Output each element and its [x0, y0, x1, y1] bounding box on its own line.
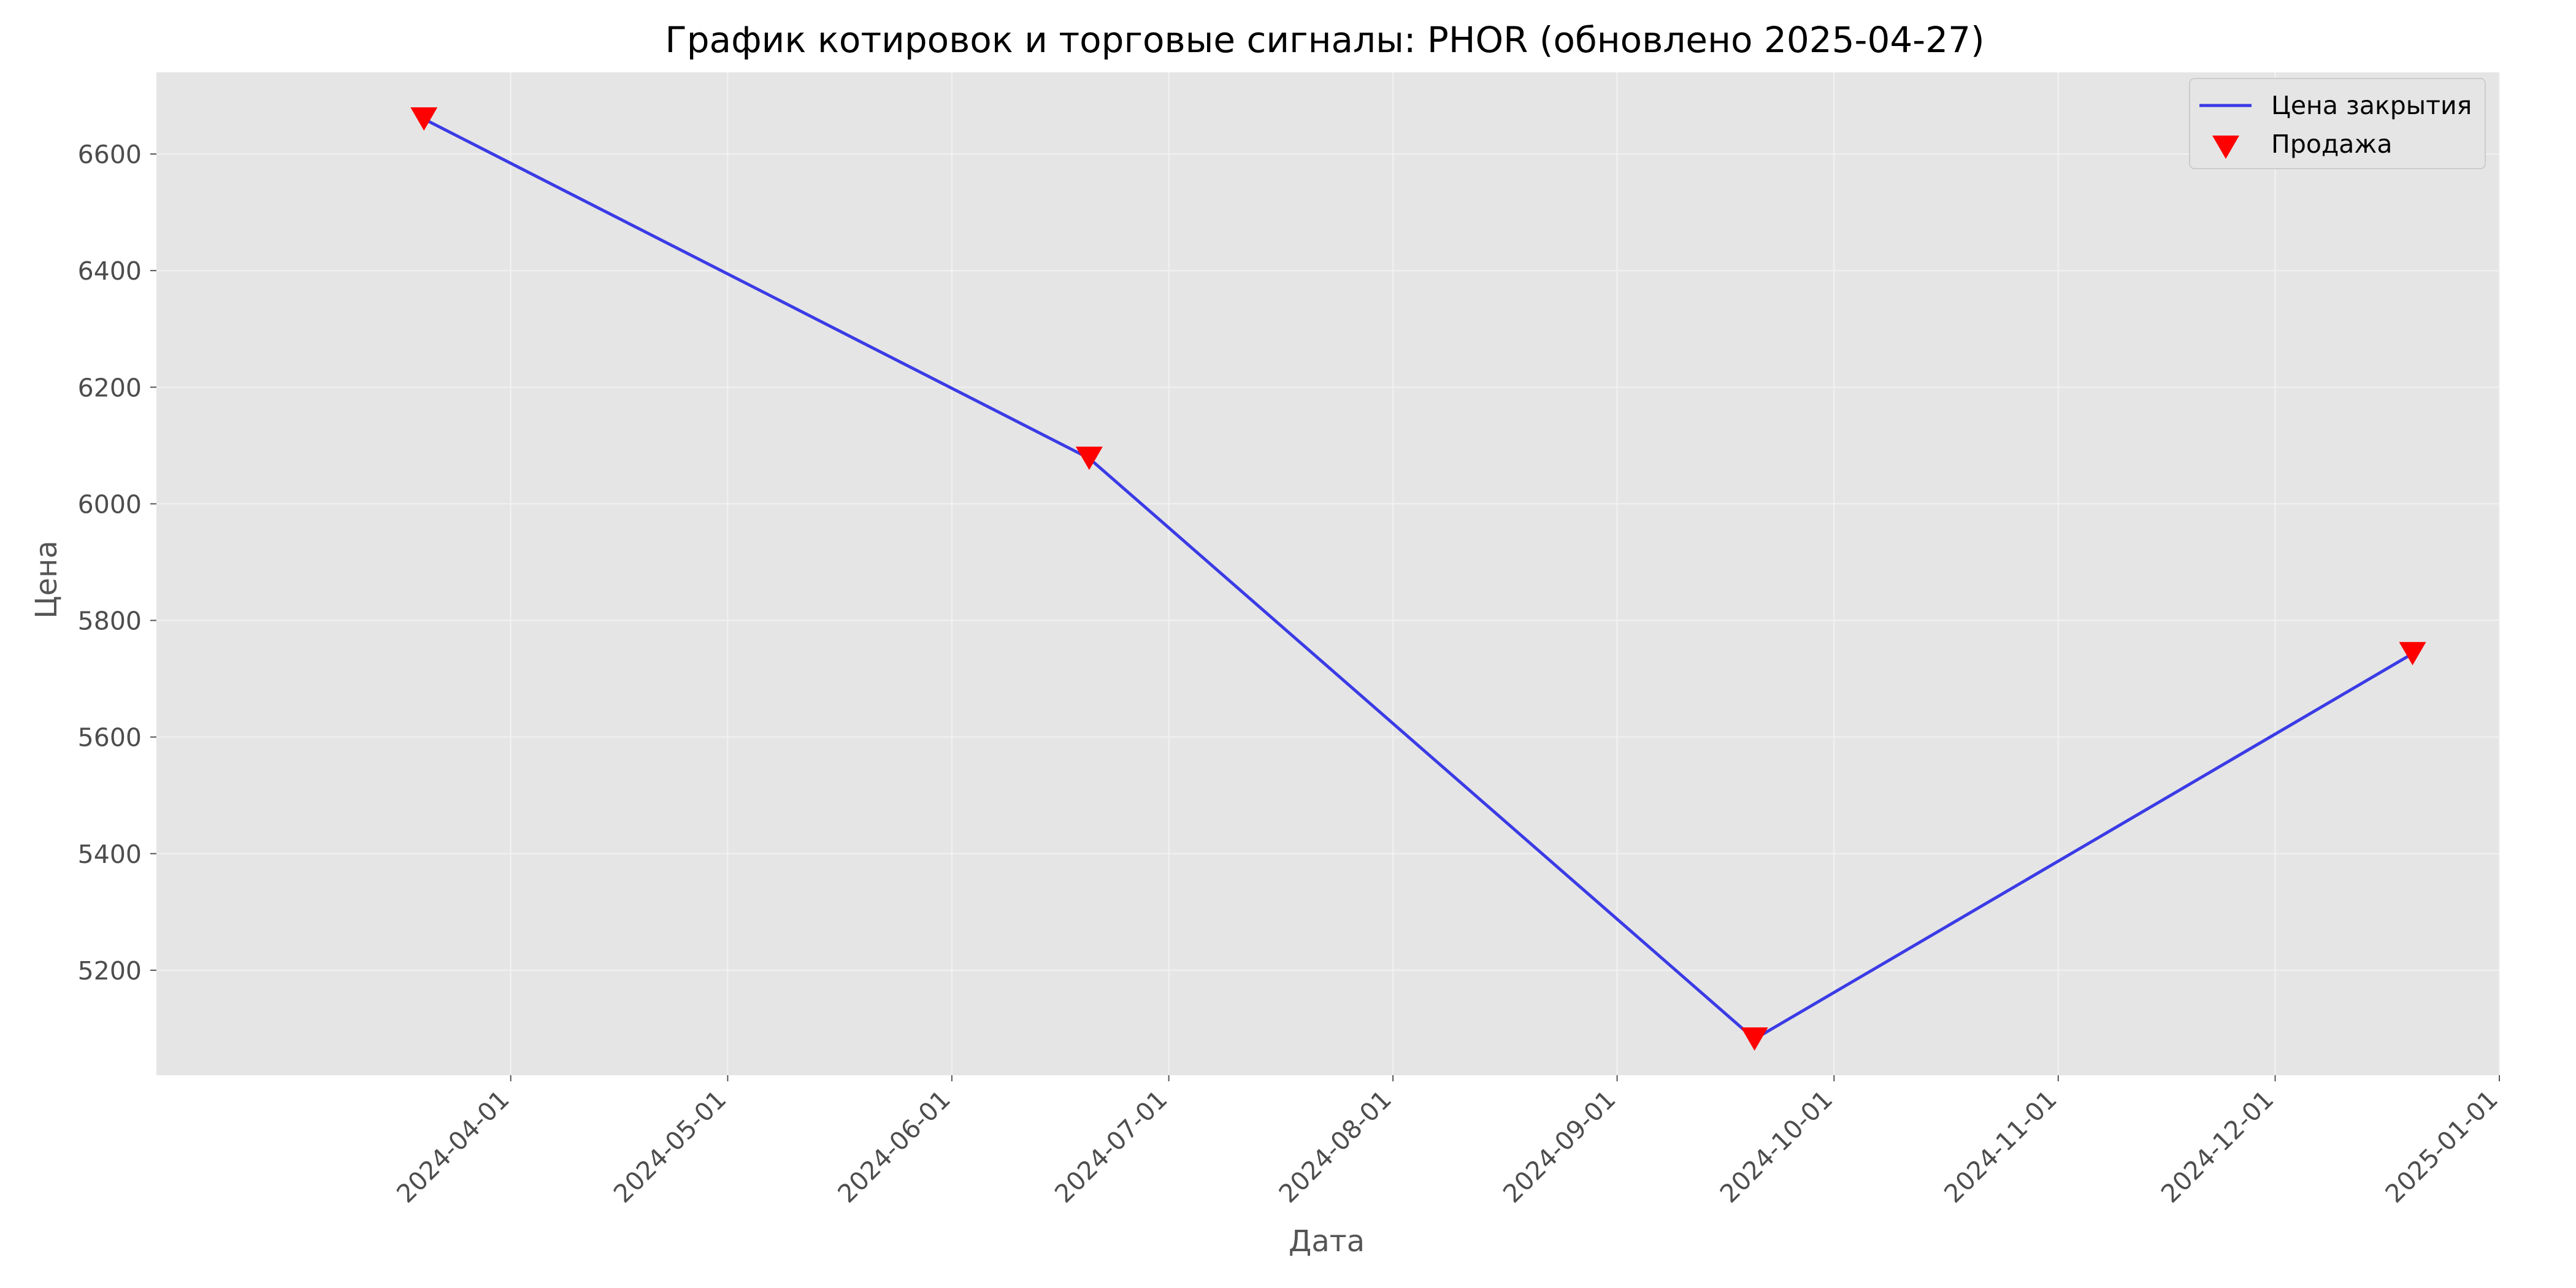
x-tick-label: 2024-10-01 — [1714, 1084, 1838, 1208]
y-tick-label: 6400 — [78, 256, 142, 286]
x-tick-label: 2024-09-01 — [1497, 1084, 1621, 1208]
sell-marker — [410, 107, 438, 131]
y-tick-label: 6600 — [78, 140, 142, 169]
x-tick-label: 2024-04-01 — [391, 1084, 515, 1208]
x-tick-label: 2024-07-01 — [1049, 1084, 1173, 1208]
legend-box — [2189, 78, 2486, 169]
x-tick-label: 2025-01-01 — [2380, 1084, 2504, 1208]
y-axis-label: Цена — [29, 540, 64, 619]
legend-marker-swatch — [2212, 136, 2239, 159]
x-tick-label: 2024-12-01 — [2155, 1084, 2279, 1208]
x-tick-label: 2024-05-01 — [608, 1084, 732, 1208]
legend: Цена закрытия Продажа — [2189, 78, 2486, 169]
grid — [156, 72, 2500, 1075]
y-tick-label: 6000 — [78, 489, 142, 519]
x-tick-label: 2024-11-01 — [1938, 1084, 2062, 1208]
y-tick-label: 5200 — [78, 956, 142, 986]
x-axis-label: Дата — [1289, 1224, 1365, 1259]
legend-label-close: Цена закрытия — [2271, 91, 2472, 120]
close-price-line — [423, 117, 2413, 1041]
plot-area — [156, 72, 2499, 1075]
legend-label-sell: Продажа — [2271, 129, 2392, 159]
x-tick-label: 2024-08-01 — [1273, 1084, 1397, 1208]
y-tick-label: 5600 — [78, 723, 142, 753]
sell-marker — [1741, 1027, 1768, 1051]
sell-marker — [2399, 642, 2426, 665]
series-layer — [410, 107, 2426, 1051]
y-tick-label: 6200 — [78, 373, 142, 402]
sell-marker — [1075, 447, 1103, 470]
y-axis: 5200 5400 5600 5800 6000 6200 6400 6600 — [78, 140, 156, 986]
y-tick-label: 5400 — [78, 840, 142, 869]
x-axis: 2024-04-01 2024-05-01 2024-06-01 2024-07-01… — [391, 1075, 2504, 1209]
chart-title: График котировок и торговые сигналы: PHO… — [665, 19, 1984, 61]
y-tick-label: 5800 — [78, 607, 142, 636]
x-tick-label: 2024-06-01 — [832, 1084, 956, 1208]
